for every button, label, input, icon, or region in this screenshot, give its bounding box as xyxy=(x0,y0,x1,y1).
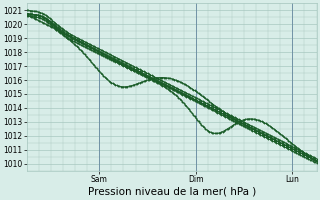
X-axis label: Pression niveau de la mer( hPa ): Pression niveau de la mer( hPa ) xyxy=(88,187,256,197)
